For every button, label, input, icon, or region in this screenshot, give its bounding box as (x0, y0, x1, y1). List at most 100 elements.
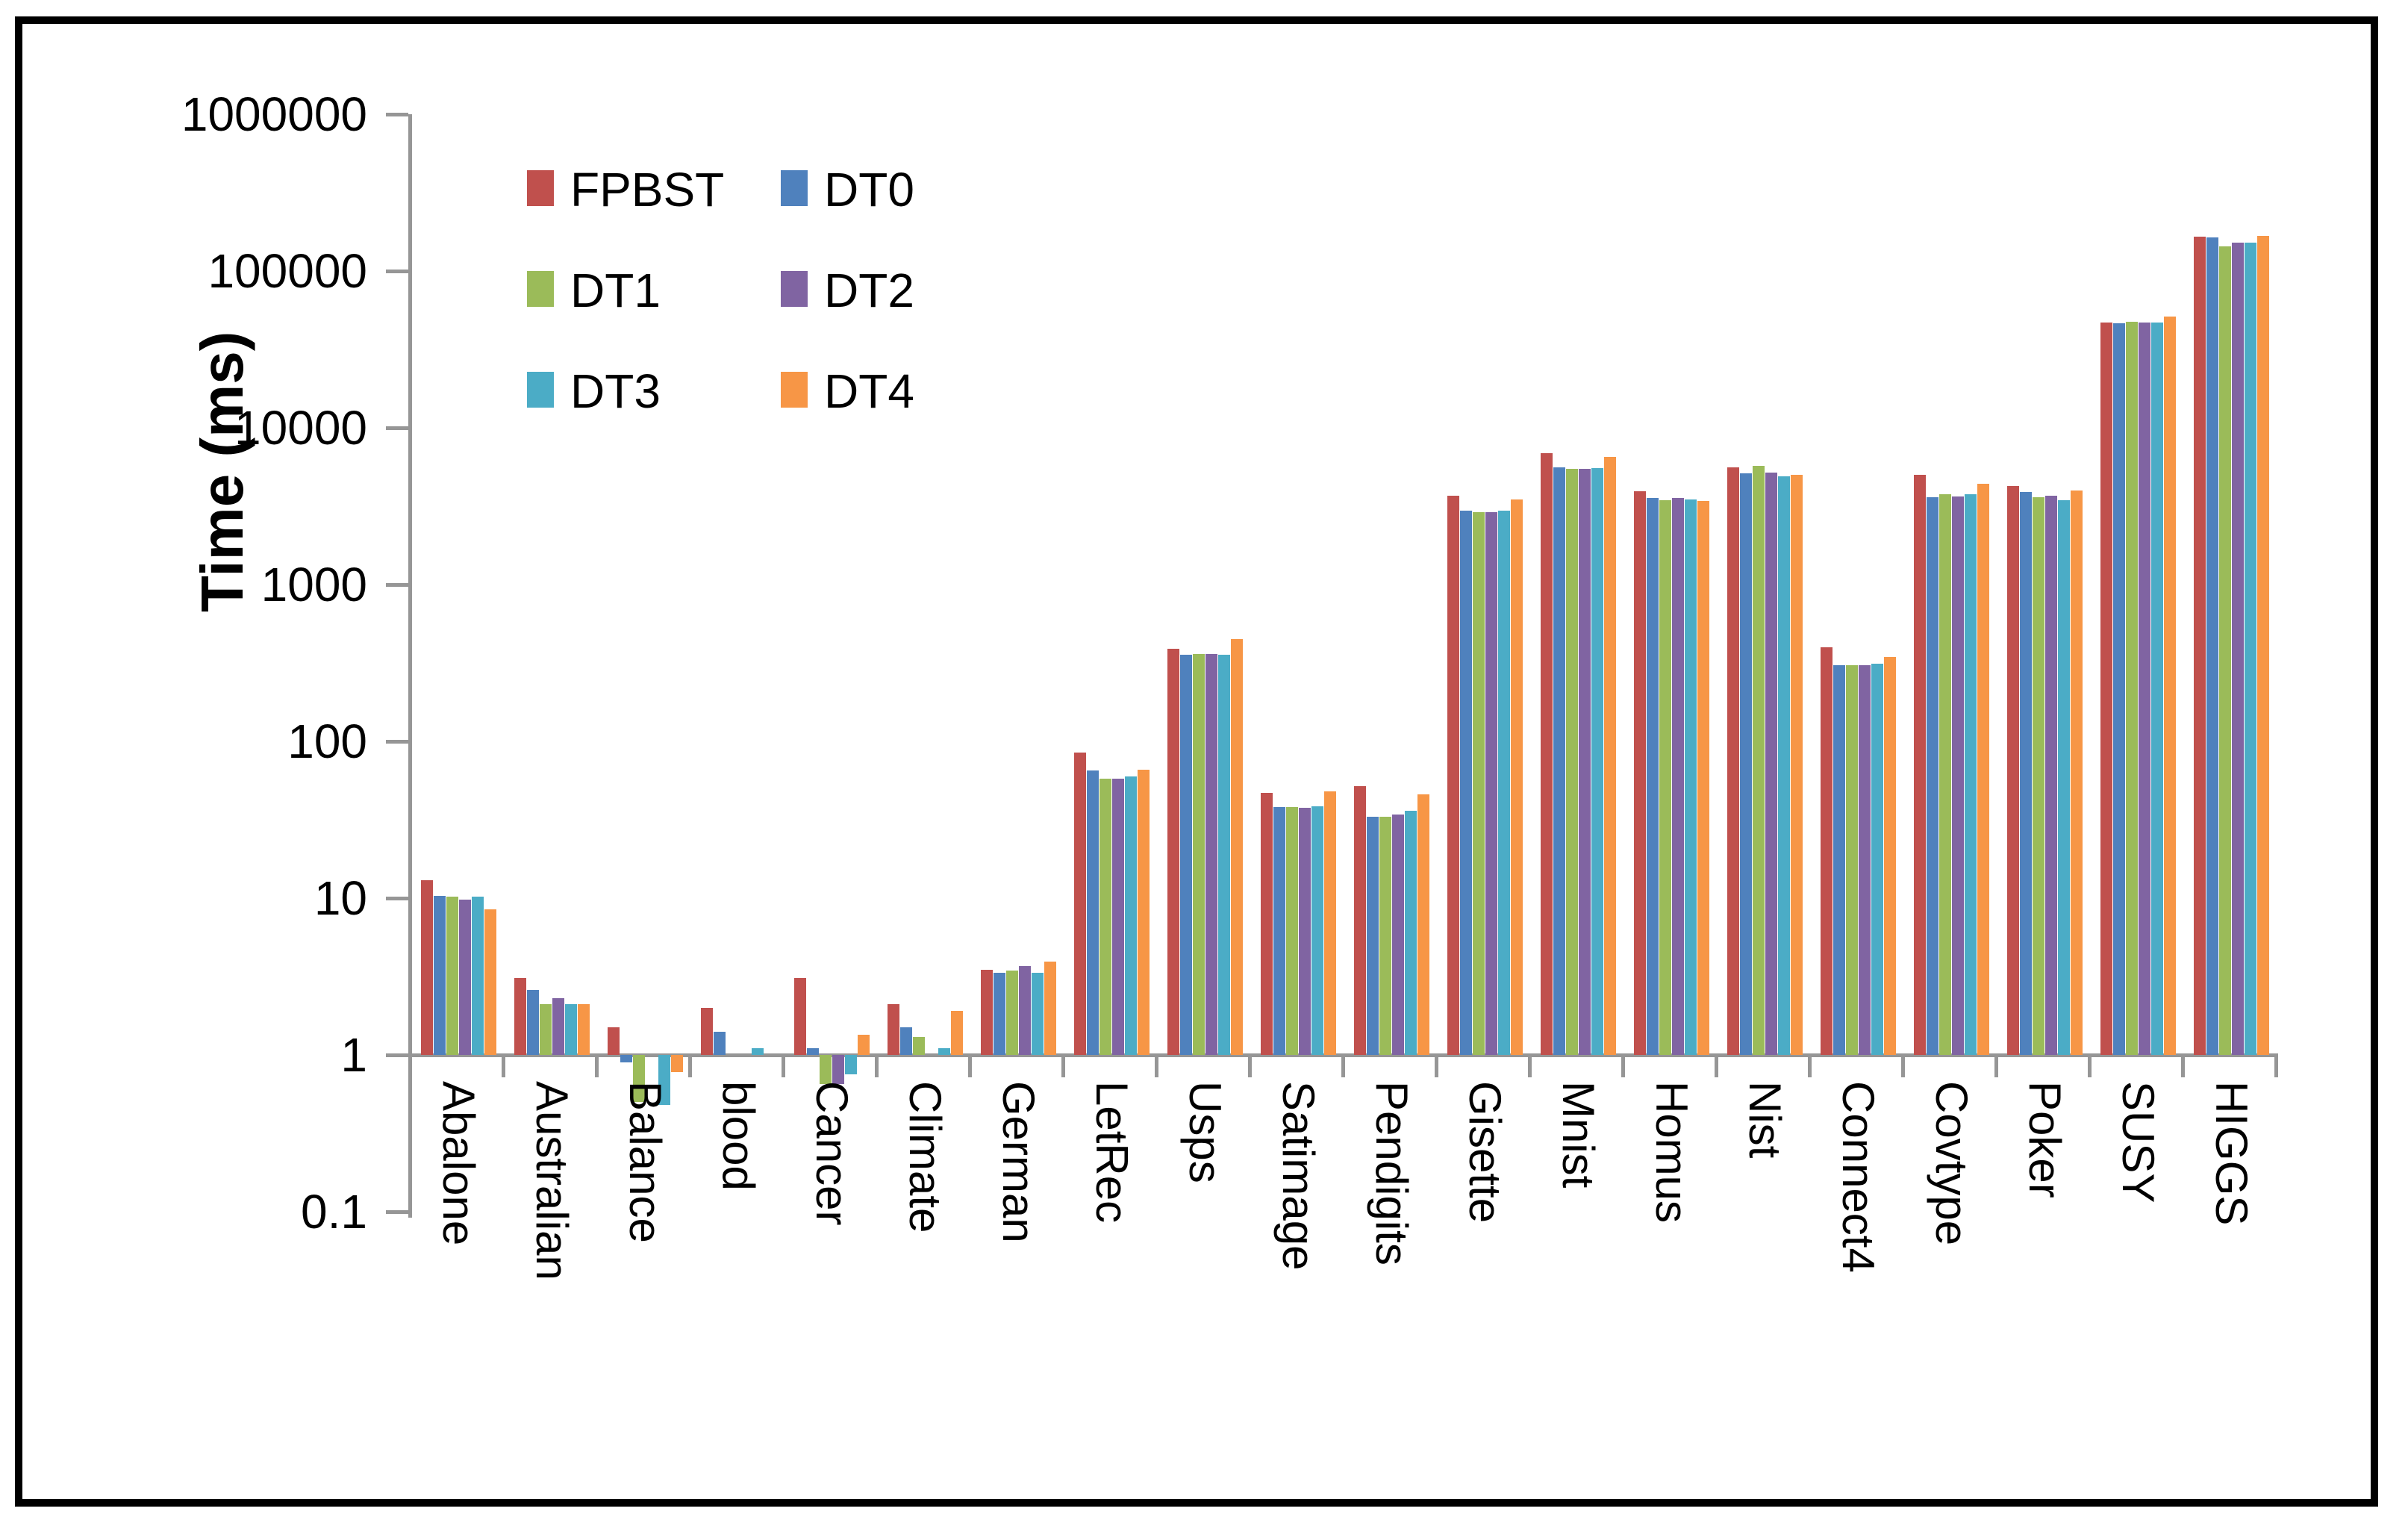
bar-DT0-Covtype (1927, 497, 1938, 1055)
bar-FPBST-LetRec (1074, 753, 1086, 1055)
bar-DT4-Balance (671, 1055, 683, 1072)
bar-DT4-Poker (2071, 491, 2083, 1055)
bar-DT0-SUSY (2113, 323, 2125, 1055)
bar-DT3-Satimage (1311, 806, 1323, 1055)
bar-DT3-Covtype (1965, 494, 1977, 1055)
bar-FPBST-Mnist (1541, 453, 1553, 1055)
bar-DT3-Usps (1218, 655, 1230, 1055)
category-label-Australian: Australian (526, 1081, 577, 1280)
bar-DT2-German (1019, 966, 1031, 1055)
bar-DT3-SUSY (2151, 323, 2163, 1055)
bar-FPBST-Homus (1634, 491, 1646, 1055)
bar-DT4-Covtype (1977, 484, 1989, 1055)
category-label-German: German (993, 1081, 1044, 1243)
category-label-Pendigits: Pendigits (1366, 1081, 1417, 1265)
x-tick (688, 1055, 692, 1077)
bar-DT4-LetRec (1138, 770, 1150, 1055)
bar-DT0-Mnist (1553, 467, 1565, 1055)
x-tick (782, 1055, 785, 1077)
bar-DT3-Nist (1778, 476, 1790, 1055)
legend-swatch-DT3 (527, 372, 554, 408)
bar-FPBST-Balance (608, 1027, 620, 1055)
bar-FPBST-HIGGS (2194, 237, 2206, 1055)
bar-FPBST-Usps (1167, 649, 1179, 1055)
legend-label-DT2: DT2 (824, 264, 914, 317)
bar-DT2-Nist (1765, 473, 1777, 1055)
bar-DT0-Poker (2020, 492, 2032, 1055)
y-tick (386, 1210, 408, 1214)
bar-DT2-Homus (1672, 498, 1684, 1055)
bar-DT3-Pendigits (1405, 811, 1417, 1055)
bar-DT1-Nist (1753, 466, 1765, 1055)
bar-DT3-LetRec (1125, 776, 1137, 1055)
x-tick (875, 1055, 879, 1077)
x-tick (1341, 1055, 1345, 1077)
bar-DT3-Homus (1685, 499, 1697, 1055)
bar-DT4-Mnist (1604, 457, 1616, 1055)
category-label-Climate: Climate (899, 1081, 950, 1233)
bar-DT3-Abalone (472, 897, 484, 1055)
bar-DT4-Gisette (1511, 499, 1523, 1055)
bar-DT1-Gisette (1473, 512, 1485, 1055)
x-tick (2088, 1055, 2092, 1077)
bar-DT4-Connect4 (1884, 657, 1896, 1055)
bar-DT0-Climate (900, 1027, 912, 1055)
bar-DT1-Australian (540, 1004, 552, 1055)
bar-DT4-Australian (578, 1004, 590, 1055)
chart-frame (15, 16, 2378, 1507)
y-tick (386, 270, 408, 273)
bar-DT1-German (1006, 971, 1018, 1055)
bar-DT3-Mnist (1591, 468, 1603, 1055)
bar-FPBST-blood (701, 1008, 713, 1055)
bar-DT1-Covtype (1939, 494, 1951, 1055)
bar-DT4-Satimage (1324, 791, 1336, 1055)
bar-DT0-Abalone (434, 896, 446, 1055)
bar-DT0-HIGGS (2206, 237, 2218, 1055)
bar-FPBST-Poker (2007, 486, 2019, 1055)
bar-DT3-Australian (565, 1004, 577, 1055)
bar-DT4-Climate (951, 1011, 963, 1055)
x-tick (2274, 1055, 2278, 1077)
bar-FPBST-Connect4 (1821, 647, 1832, 1055)
bar-DT2-Abalone (459, 900, 471, 1055)
x-tick (1715, 1055, 1718, 1077)
bar-FPBST-Pendigits (1354, 786, 1366, 1055)
bar-DT0-Australian (527, 990, 539, 1055)
bar-FPBST-Satimage (1261, 793, 1273, 1055)
y-tick (386, 1053, 408, 1057)
bar-DT4-Usps (1231, 639, 1243, 1055)
bar-DT2-HIGGS (2232, 243, 2244, 1055)
legend-label-DT3: DT3 (570, 364, 661, 418)
x-tick (595, 1055, 599, 1077)
y-tick-label: 100000 (208, 244, 367, 298)
bar-DT0-Cancer (807, 1048, 819, 1055)
bar-DT4-SUSY (2164, 317, 2176, 1055)
legend-swatch-DT1 (527, 271, 554, 307)
bar-FPBST-Climate (888, 1004, 899, 1055)
y-tick (386, 740, 408, 744)
bar-DT1-Usps (1193, 654, 1205, 1055)
bar-DT1-SUSY (2126, 322, 2138, 1055)
category-label-Satimage: Satimage (1273, 1081, 1323, 1271)
category-label-Homus: Homus (1646, 1081, 1697, 1224)
bar-FPBST-Gisette (1447, 496, 1459, 1055)
legend-label-DT0: DT0 (824, 163, 914, 217)
category-label-Gisette: Gisette (1459, 1081, 1510, 1224)
bar-DT2-Usps (1205, 654, 1217, 1055)
y-tick-label: 100 (287, 714, 367, 768)
y-tick-label: 1000 (261, 558, 367, 611)
bar-DT1-Climate (913, 1037, 925, 1055)
bar-DT2-SUSY (2139, 323, 2150, 1055)
bar-DT1-Pendigits (1379, 817, 1391, 1055)
x-tick (1528, 1055, 1532, 1077)
bar-DT3-blood (752, 1048, 764, 1055)
x-tick (1621, 1055, 1625, 1077)
bar-DT4-HIGGS (2257, 236, 2269, 1055)
category-label-Usps: Usps (1179, 1081, 1230, 1183)
bar-DT2-Poker (2045, 496, 2057, 1055)
bar-DT0-LetRec (1087, 770, 1099, 1055)
bar-DT4-Abalone (484, 909, 496, 1055)
bar-DT0-Homus (1647, 498, 1659, 1055)
bar-DT3-Climate (938, 1048, 950, 1055)
legend-label-FPBST: FPBST (570, 163, 725, 217)
